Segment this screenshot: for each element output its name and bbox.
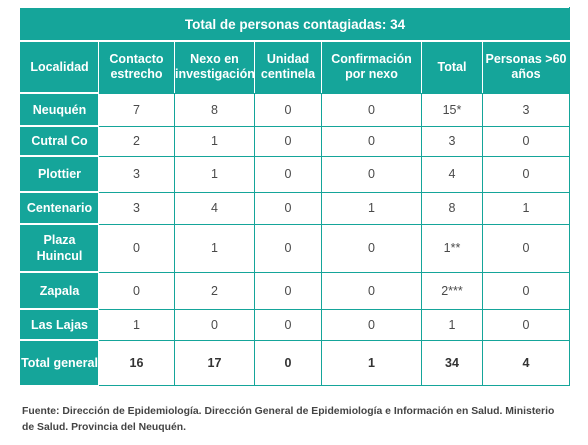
cell-total: 1 xyxy=(421,308,483,341)
cell-personas-60: 1 xyxy=(481,191,571,225)
cell-total: 8 xyxy=(421,191,483,225)
cell-contacto: 1 xyxy=(98,308,175,341)
row-localidad: Las Lajas xyxy=(20,308,99,341)
source-note: Fuente: Dirección de Epidemiología. Dire… xyxy=(22,406,555,433)
cell-nexo: 4 xyxy=(174,191,255,225)
cell-personas-60: 0 xyxy=(481,125,571,157)
row-localidad: Neuquén xyxy=(20,92,99,127)
cell-nexo: 8 xyxy=(174,92,255,127)
header-personas-60: Personas >60 años xyxy=(481,40,571,94)
cell-total: 15* xyxy=(421,92,483,127)
table-row: Plaza Huincul 0 1 0 0 1** 0 xyxy=(20,223,571,273)
table-row: Centenario 3 4 0 1 8 1 xyxy=(20,191,571,225)
cases-table: Total de personas contagiadas: 34 Locali… xyxy=(19,7,571,386)
cell-unidad: 0 xyxy=(254,308,322,341)
cell-confirmacion: 0 xyxy=(321,92,422,127)
cell-unidad: 0 xyxy=(254,223,322,273)
header-localidad: Localidad xyxy=(20,40,99,94)
cell-confirmacion: 0 xyxy=(321,271,422,310)
table-row: Neuquén 7 8 0 0 15* 3 xyxy=(20,92,571,127)
cell-personas-60: 0 xyxy=(481,308,571,341)
table-title: Total de personas contagiadas: 34 xyxy=(19,7,571,42)
cell-unidad: 0 xyxy=(254,125,322,157)
header-unidad-centinela: Unidad centinela xyxy=(254,40,322,94)
cases-table-container: Total de personas contagiadas: 34 Locali… xyxy=(19,7,571,386)
total-confirmacion: 1 xyxy=(321,339,422,386)
cell-confirmacion: 0 xyxy=(321,223,422,273)
table-row: Plottier 3 1 0 0 4 0 xyxy=(20,155,571,193)
cell-personas-60: 3 xyxy=(481,92,571,127)
cell-unidad: 0 xyxy=(254,155,322,193)
cell-confirmacion: 0 xyxy=(321,308,422,341)
row-localidad: Plottier xyxy=(20,155,99,193)
cell-contacto: 3 xyxy=(98,155,175,193)
cell-total: 4 xyxy=(421,155,483,193)
cell-personas-60: 0 xyxy=(481,271,571,310)
header-confirmacion-por-nexo: Confirmación por nexo xyxy=(321,40,422,94)
cell-personas-60: 0 xyxy=(481,155,571,193)
cell-unidad: 0 xyxy=(254,271,322,310)
total-row: Total general 16 17 0 1 34 4 xyxy=(20,339,571,386)
total-total: 34 xyxy=(421,339,483,386)
total-label: Total general xyxy=(20,339,99,386)
row-localidad: Zapala xyxy=(20,271,99,310)
cell-nexo: 0 xyxy=(174,308,255,341)
cell-unidad: 0 xyxy=(254,92,322,127)
cell-total: 1** xyxy=(421,223,483,273)
header-total: Total xyxy=(421,40,483,94)
row-localidad: Plaza Huincul xyxy=(20,223,99,273)
cell-nexo: 1 xyxy=(174,155,255,193)
cell-contacto: 0 xyxy=(98,223,175,273)
header-contacto-estrecho: Contacto estrecho xyxy=(98,40,175,94)
header-nexo-en-investigacion: Nexo en investigación xyxy=(174,40,255,94)
cell-total: 2*** xyxy=(421,271,483,310)
cell-contacto: 3 xyxy=(98,191,175,225)
total-personas-60: 4 xyxy=(481,339,571,386)
cell-total: 3 xyxy=(421,125,483,157)
cell-nexo: 1 xyxy=(174,223,255,273)
cell-confirmacion: 0 xyxy=(321,155,422,193)
table-row: Cutral Co 2 1 0 0 3 0 xyxy=(20,125,571,157)
cell-confirmacion: 1 xyxy=(321,191,422,225)
row-localidad: Centenario xyxy=(20,191,99,225)
cell-personas-60: 0 xyxy=(481,223,571,273)
table-row: Zapala 0 2 0 0 2*** 0 xyxy=(20,271,571,310)
cell-contacto: 7 xyxy=(98,92,175,127)
total-nexo: 17 xyxy=(174,339,255,386)
header-row: Localidad Contacto estrecho Nexo en inve… xyxy=(20,40,571,94)
cell-nexo: 1 xyxy=(174,125,255,157)
cell-contacto: 2 xyxy=(98,125,175,157)
total-contacto: 16 xyxy=(98,339,175,386)
cell-nexo: 2 xyxy=(174,271,255,310)
table-row: Las Lajas 1 0 0 0 1 0 xyxy=(20,308,571,341)
total-unidad: 0 xyxy=(254,339,322,386)
cell-contacto: 0 xyxy=(98,271,175,310)
cell-confirmacion: 0 xyxy=(321,125,422,157)
row-localidad: Cutral Co xyxy=(20,125,99,157)
cell-unidad: 0 xyxy=(254,191,322,225)
